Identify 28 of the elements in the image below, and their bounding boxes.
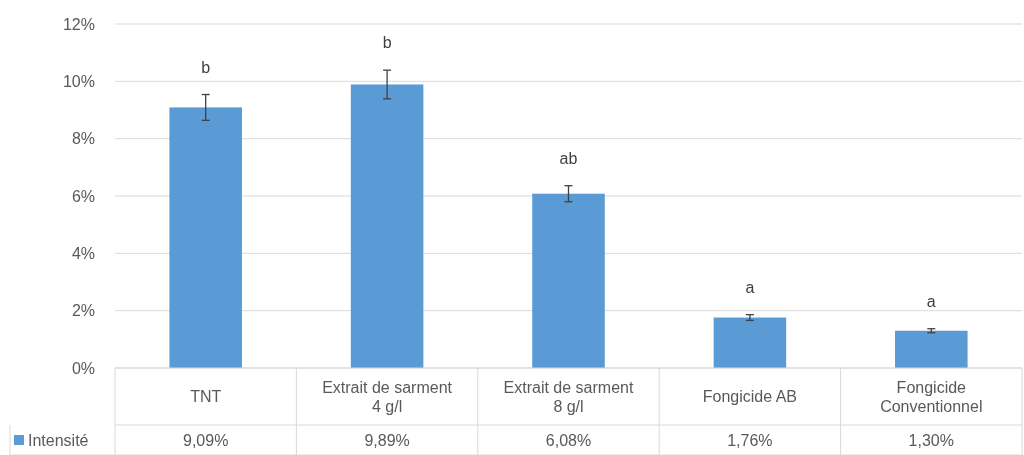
x-tick-label: Extrait de sarment 4 g/l <box>322 378 453 415</box>
bar <box>169 107 242 368</box>
legend-label: Intensité <box>28 431 89 449</box>
annotation: a <box>926 292 936 310</box>
y-tick-label: 4% <box>71 244 95 262</box>
y-tick-label: 8% <box>71 130 95 148</box>
data-label: 6,08% <box>545 431 592 449</box>
y-tick-label: 0% <box>71 359 95 377</box>
y-tick-label: 12% <box>62 15 95 33</box>
x-tick-label: Fongicide AB <box>702 388 798 406</box>
y-tick-label: 2% <box>71 302 95 320</box>
x-tick-label: Fongicide Conventionnel <box>880 378 983 415</box>
data-label: 1,76% <box>727 431 773 449</box>
y-tick-label: 10% <box>62 72 95 90</box>
annotation: b <box>201 58 211 76</box>
bar <box>713 317 787 368</box>
bar <box>532 193 605 368</box>
data-label: 9,89% <box>364 431 410 449</box>
annotation: ab <box>559 149 578 167</box>
data-label: 9,09% <box>183 431 229 449</box>
y-tick-label: 6% <box>71 187 95 205</box>
bar <box>350 84 424 368</box>
x-tick-label: TNT <box>190 388 222 406</box>
x-tick-label: Extrait de sarment 8 g/l <box>503 378 634 415</box>
annotation: b <box>382 34 392 52</box>
bar <box>895 330 968 368</box>
data-label: 1,30% <box>908 431 954 449</box>
annotation: a <box>745 278 755 296</box>
